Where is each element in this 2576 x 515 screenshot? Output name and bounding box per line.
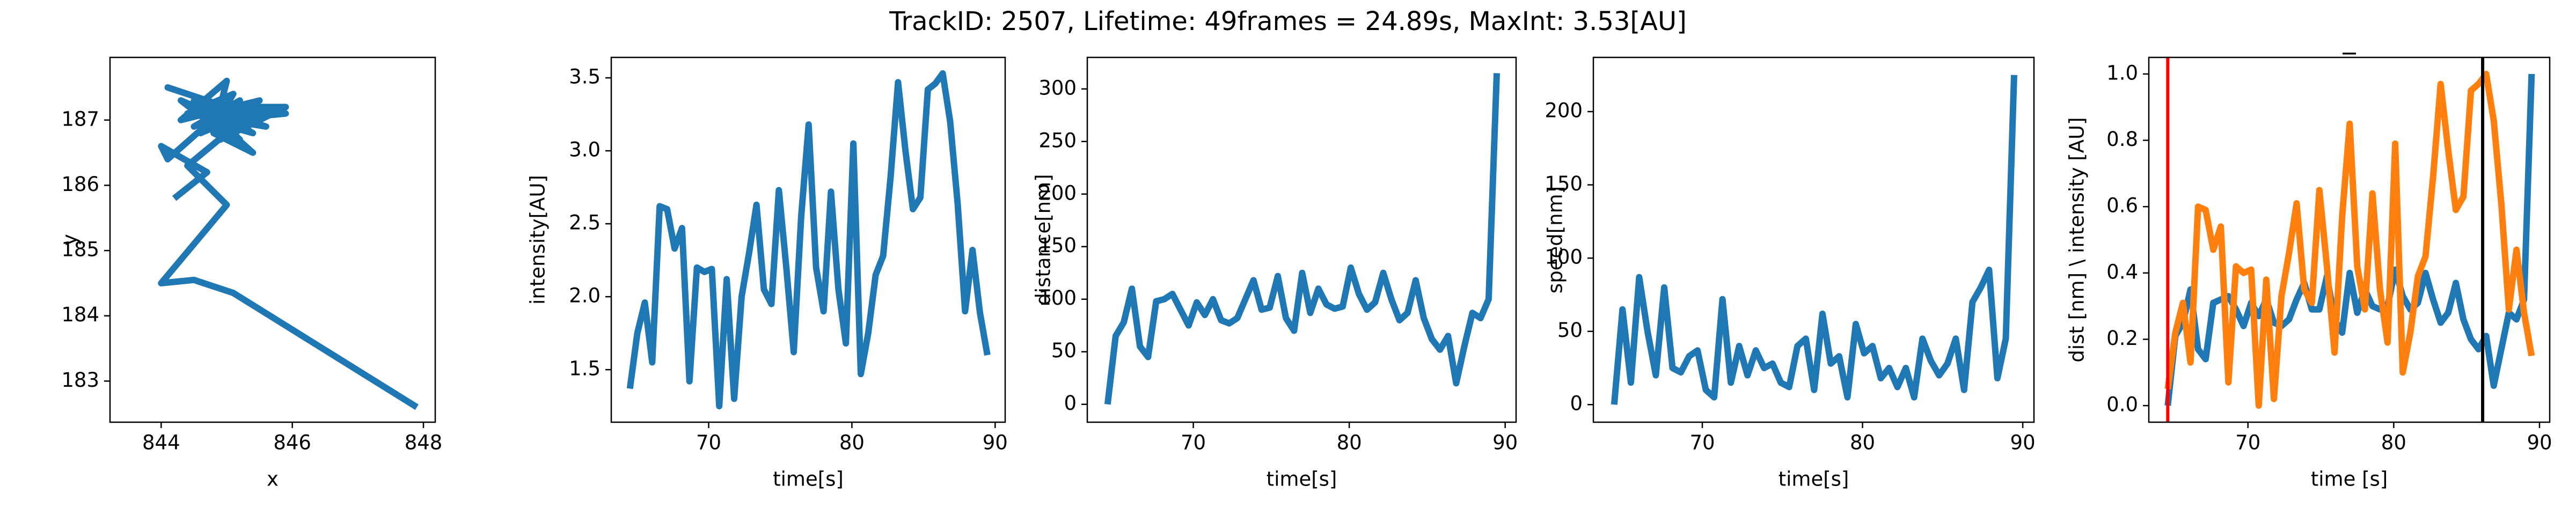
axes-title: _ [2343, 25, 2357, 55]
y-tick-label: 0 [1064, 392, 1077, 415]
y-tick-label: 2.5 [569, 211, 601, 234]
y-axis-label: distance[nm] [1032, 174, 1055, 305]
y-tick-label: 183 [61, 369, 99, 392]
y-axis-label: dist [nm] \ intensity [AU] [2066, 117, 2089, 362]
y-tick-label: 250 [1038, 129, 1077, 152]
series-line [626, 70, 991, 410]
y-axis-label: y [58, 234, 82, 246]
y-tick-label: 300 [1038, 76, 1077, 99]
axes-frame [610, 56, 1006, 423]
x-tick-label: 846 [273, 431, 311, 454]
y-axis-label: intensity[AU] [526, 175, 550, 305]
axes-frame [109, 56, 436, 423]
y-tick-label: 2.0 [569, 284, 601, 307]
plot-area [1611, 75, 2017, 405]
x-axis-label: time[s] [1779, 468, 1849, 491]
x-tick-label: 80 [839, 431, 865, 454]
x-tick-label: 90 [1492, 431, 1518, 454]
axes-frame [1592, 56, 2035, 423]
axes-frame [1086, 56, 1517, 423]
y-tick-label: 185 [61, 238, 99, 261]
plot-area [1104, 73, 1500, 405]
y-tick-label: 150 [1038, 234, 1077, 257]
y-tick-label: 184 [61, 303, 99, 326]
y-tick-label: 0.8 [2106, 128, 2138, 151]
y-tick-label: 3.0 [569, 138, 601, 161]
y-tick-label: 3.5 [569, 65, 601, 89]
x-tick-label: 90 [2527, 431, 2552, 454]
y-tick-label: 0.6 [2106, 194, 2138, 217]
x-axis-label: time[s] [1267, 468, 1337, 491]
x-tick-label: 70 [1181, 431, 1206, 454]
x-tick-label: 90 [983, 431, 1008, 454]
y-tick-label: 0.2 [2106, 327, 2138, 350]
y-tick-label: 100 [1038, 286, 1077, 310]
series-line [1104, 73, 1500, 405]
y-tick-label: 187 [61, 107, 99, 130]
series-line [2164, 73, 2535, 406]
y-tick-label: 0.4 [2106, 260, 2138, 283]
y-tick-label: 50 [1051, 339, 1077, 362]
x-axis-label: time[s] [773, 468, 844, 491]
y-tick-label: 100 [1545, 246, 1583, 269]
x-tick-label: 80 [1850, 431, 1875, 454]
x-tick-label: 70 [1689, 431, 1715, 454]
y-tick-label: 0 [1570, 392, 1583, 415]
x-axis-label: x [267, 468, 279, 491]
x-tick-label: 80 [2381, 431, 2406, 454]
x-tick-label: 70 [696, 431, 721, 454]
y-tick-label: 1.0 [2106, 61, 2138, 84]
y-tick-label: 200 [1038, 181, 1077, 204]
x-tick-label: 70 [2235, 431, 2260, 454]
y-tick-label: 200 [1545, 99, 1583, 122]
plot-area [626, 70, 991, 410]
x-tick-label: 848 [405, 431, 443, 454]
x-tick-label: 80 [1337, 431, 1362, 454]
plot-area [2164, 57, 2535, 422]
x-tick-label: 844 [142, 431, 180, 454]
x-tick-label: 90 [2010, 431, 2036, 454]
y-tick-label: 1.5 [569, 357, 601, 380]
y-axis-label: speed[nm] [1544, 186, 1567, 293]
plot-area [158, 77, 419, 410]
axes-frame [2148, 56, 2551, 423]
series-line [158, 77, 419, 410]
series-line [1611, 75, 2017, 405]
y-tick-label: 0.0 [2106, 393, 2138, 416]
series-line [2164, 70, 2535, 409]
y-tick-label: 186 [61, 173, 99, 196]
y-tick-label: 150 [1545, 172, 1583, 195]
y-tick-label: 50 [1557, 319, 1583, 342]
figure-title: TrackID: 2507, Lifetime: 49frames = 24.8… [889, 6, 1687, 36]
x-axis-label: time [s] [2311, 468, 2388, 491]
